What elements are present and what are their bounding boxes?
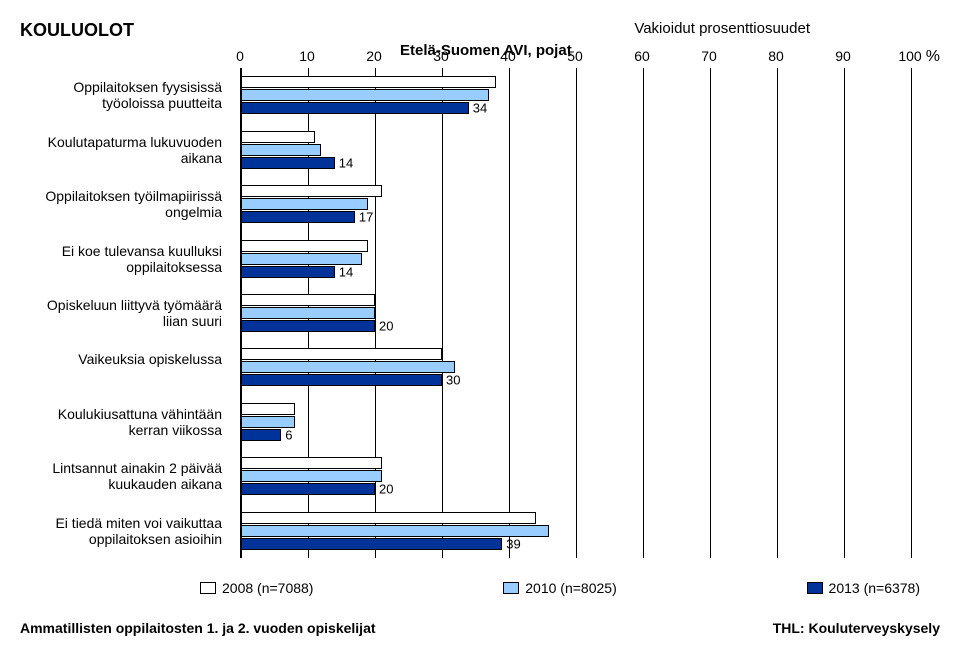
category-label: Oppilaitoksen työilmapiirissä ongelmia bbox=[20, 188, 230, 220]
legend-swatch bbox=[200, 582, 216, 594]
bar-value-label: 39 bbox=[506, 536, 520, 551]
bar-value-label: 30 bbox=[446, 373, 460, 388]
x-tick: 90 bbox=[835, 48, 851, 64]
category-label: Koulutapaturma lukuvuoden aikana bbox=[20, 134, 230, 166]
legend-item: 2013 (n=6378) bbox=[807, 580, 920, 596]
bar bbox=[241, 429, 281, 441]
gridline bbox=[911, 68, 912, 558]
category-label: Ei tiedä miten voi vaikuttaa oppilaitoks… bbox=[20, 515, 230, 547]
x-tick: 70 bbox=[701, 48, 717, 64]
legend-swatch bbox=[807, 582, 823, 594]
bar bbox=[241, 374, 442, 386]
bar bbox=[241, 403, 295, 415]
bar bbox=[241, 198, 368, 210]
legend-label: 2010 (n=8025) bbox=[525, 580, 616, 596]
bar bbox=[241, 320, 375, 332]
gridline bbox=[509, 68, 510, 558]
legend-item: 2008 (n=7088) bbox=[200, 580, 313, 596]
bar bbox=[241, 131, 315, 143]
bar-value-label: 17 bbox=[359, 210, 373, 225]
bar bbox=[241, 361, 455, 373]
bar-value-label: 20 bbox=[379, 319, 393, 334]
bar bbox=[241, 307, 375, 319]
x-tick: 40 bbox=[500, 48, 516, 64]
bar bbox=[241, 416, 295, 428]
x-tick: 100 bbox=[898, 48, 921, 64]
x-tick: 50 bbox=[567, 48, 583, 64]
bar bbox=[241, 470, 382, 482]
bar bbox=[241, 457, 382, 469]
x-tick: 10 bbox=[299, 48, 315, 64]
chart-title-main: KOULUOLOT bbox=[20, 20, 134, 41]
category-label: Koulukiusattuna vähintään kerran viikoss… bbox=[20, 406, 230, 438]
legend-label: 2013 (n=6378) bbox=[829, 580, 920, 596]
x-tick: 80 bbox=[768, 48, 784, 64]
legend-item: 2010 (n=8025) bbox=[503, 580, 616, 596]
percent-symbol: % bbox=[926, 48, 940, 66]
plot-area: 34 14 17 14 20 30 6 20 39 bbox=[240, 68, 910, 558]
bar-value-label: 6 bbox=[285, 427, 292, 442]
gridline bbox=[375, 68, 376, 558]
bar bbox=[241, 157, 335, 169]
category-label: Ei koe tulevansa kuulluksi oppilaitokses… bbox=[20, 243, 230, 275]
bar-value-label: 34 bbox=[473, 101, 487, 116]
bar bbox=[241, 211, 355, 223]
bar bbox=[241, 525, 549, 537]
legend: 2008 (n=7088) 2010 (n=8025) 2013 (n=6378) bbox=[200, 580, 920, 596]
x-tick: 60 bbox=[634, 48, 650, 64]
bar bbox=[241, 512, 536, 524]
bar bbox=[241, 253, 362, 265]
gridline bbox=[442, 68, 443, 558]
category-label: Opiskeluun liittyvä työmäärä liian suuri bbox=[20, 297, 230, 329]
gridline bbox=[777, 68, 778, 558]
bar bbox=[241, 89, 489, 101]
bar bbox=[241, 266, 335, 278]
gridline bbox=[710, 68, 711, 558]
bar bbox=[241, 76, 496, 88]
category-label: Lintsannut ainakin 2 päivää kuukauden ai… bbox=[20, 460, 230, 492]
bar bbox=[241, 294, 375, 306]
footer-left: Ammatillisten oppilaitosten 1. ja 2. vuo… bbox=[20, 620, 376, 636]
bar bbox=[241, 185, 382, 197]
gridline bbox=[576, 68, 577, 558]
gridline bbox=[643, 68, 644, 558]
x-tick: 30 bbox=[433, 48, 449, 64]
legend-label: 2008 (n=7088) bbox=[222, 580, 313, 596]
legend-swatch bbox=[503, 582, 519, 594]
bar bbox=[241, 348, 442, 360]
x-tick: 0 bbox=[236, 48, 244, 64]
footer-right: THL: Kouluterveyskysely bbox=[773, 620, 940, 636]
bar bbox=[241, 240, 368, 252]
bar bbox=[241, 483, 375, 495]
bar bbox=[241, 538, 502, 550]
chart-title-sub1: Vakioidut prosenttiosuudet bbox=[634, 20, 810, 37]
bar-value-label: 14 bbox=[339, 264, 353, 279]
footer: Ammatillisten oppilaitosten 1. ja 2. vuo… bbox=[20, 620, 940, 636]
bar-value-label: 20 bbox=[379, 482, 393, 497]
chart-title-sub2: Etelä-Suomen AVI, pojat bbox=[400, 42, 572, 59]
gridline bbox=[844, 68, 845, 558]
category-label: Oppilaitoksen fyysisissä työoloissa puut… bbox=[20, 79, 230, 111]
x-tick: 20 bbox=[366, 48, 382, 64]
category-label: Vaikeuksia opiskelussa bbox=[20, 351, 230, 367]
bar bbox=[241, 102, 469, 114]
bar bbox=[241, 144, 321, 156]
bar-value-label: 14 bbox=[339, 155, 353, 170]
